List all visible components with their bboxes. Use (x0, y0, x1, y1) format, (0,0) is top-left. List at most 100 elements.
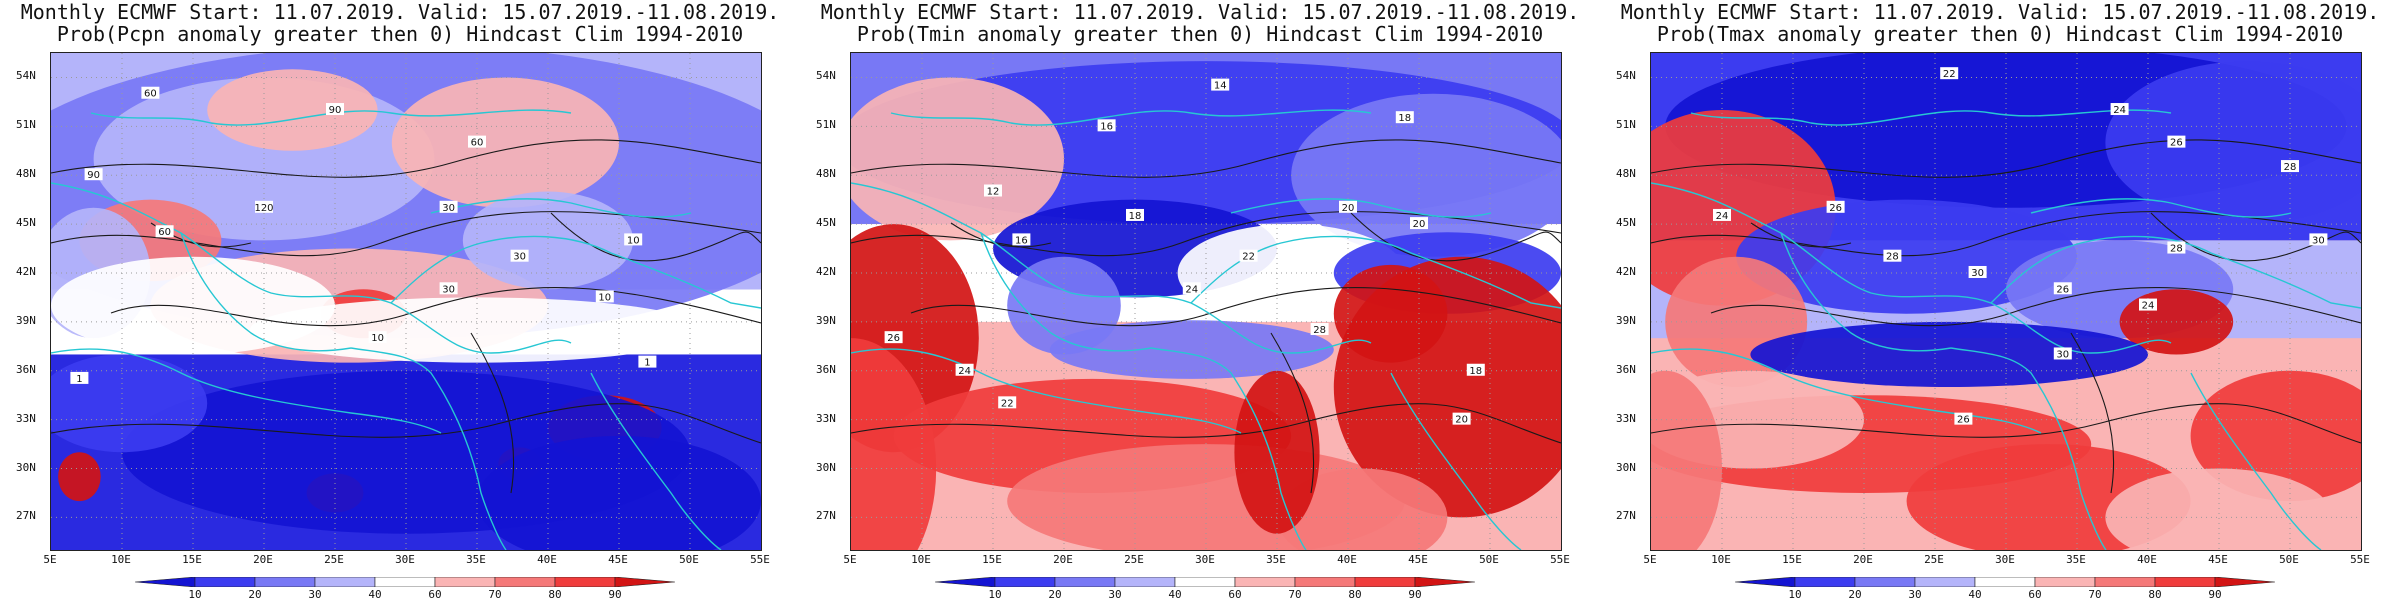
svg-text:16: 16 (1015, 235, 1028, 246)
svg-text:18: 18 (1469, 366, 1482, 377)
colorbar-segment (135, 577, 196, 587)
svg-text:30: 30 (513, 252, 526, 263)
svg-text:60: 60 (144, 89, 157, 100)
colorbar-label: 10 (988, 588, 1002, 601)
lat-label: 27N (16, 509, 36, 523)
svg-text:24: 24 (958, 366, 971, 377)
svg-text:60: 60 (158, 227, 171, 238)
svg-text:30: 30 (442, 284, 455, 295)
colorbar-segment (1974, 577, 2036, 587)
lat-label: 45N (16, 216, 36, 230)
contour-label: 120 (254, 200, 274, 214)
contour-label: 26 (2167, 135, 2186, 149)
lon-label: 10E (111, 553, 131, 566)
contour-label: 30 (439, 282, 458, 295)
svg-text:28: 28 (2284, 162, 2297, 173)
colorbar-label: 60 (2028, 588, 2042, 601)
colorbar-segment (994, 577, 1056, 587)
svg-text:10: 10 (627, 235, 640, 246)
contour-label: 18 (1126, 208, 1144, 222)
lon-label: 35E (1266, 553, 1286, 566)
panel-title-line2: Prob(Pcpn anomaly greater then 0) Hindca… (56, 22, 744, 46)
colorbar-segment (1854, 577, 1916, 587)
svg-text:24: 24 (1716, 211, 1729, 222)
lon-label: 5E (843, 553, 857, 566)
contour-label: 1 (638, 355, 657, 369)
lat-label: 33N (816, 411, 836, 425)
colorbar-label: 40 (1968, 588, 1982, 601)
contour-label: 26 (1954, 412, 1973, 426)
svg-text:24: 24 (1185, 284, 1198, 295)
lon-label: 55E (2350, 553, 2370, 566)
colorbar-segment (1294, 577, 1356, 587)
contour-label: 30 (2053, 347, 2072, 360)
lon-label: 25E (1924, 553, 1944, 566)
contour-label: 12 (984, 184, 1002, 198)
svg-text:26: 26 (1957, 415, 1970, 426)
lon-label: 10E (1711, 553, 1731, 566)
lat-label: 30N (1616, 460, 1636, 474)
lat-label: 48N (16, 167, 36, 181)
lat-label: 51N (1616, 118, 1636, 132)
contour-label: 22 (998, 396, 1017, 409)
svg-text:10: 10 (371, 333, 384, 344)
lon-label: 10E (911, 553, 931, 566)
lat-label: 51N (816, 118, 836, 132)
colorbar-label: 40 (1168, 588, 1182, 601)
colorbar-segment (2214, 577, 2275, 587)
colorbar-segment (1735, 577, 1796, 587)
svg-text:30: 30 (1971, 268, 1984, 279)
colorbar-segment (614, 577, 675, 587)
lon-label: 55E (750, 553, 770, 566)
colorbar-label: 30 (1108, 588, 1122, 601)
colorbar-label: 40 (368, 588, 382, 601)
colorbar-label: 20 (1848, 588, 1862, 601)
probability-map: 60 90 60 90 120 60 30 10 30 10 10 30 1 1 (50, 52, 762, 551)
svg-text:22: 22 (1943, 69, 1956, 80)
svg-text:120: 120 (254, 203, 273, 214)
colorbar-label: 70 (488, 588, 502, 601)
svg-text:30: 30 (2056, 349, 2069, 360)
panel-title-line2: Prob(Tmin anomaly greater then 0) Hindca… (856, 22, 1544, 46)
lat-label: 39N (16, 313, 36, 327)
contour-label: 26 (2053, 282, 2072, 295)
contour-label: 24 (1182, 282, 1201, 295)
contour-label: 1 (70, 371, 89, 385)
contour-label: 60 (141, 86, 160, 100)
svg-text:28: 28 (1313, 325, 1326, 336)
contour-label: 24 (2139, 298, 2157, 312)
lat-label: 27N (816, 509, 836, 523)
lat-label: 54N (16, 69, 36, 83)
panel-tmax: Monthly ECMWF Start: 11.07.2019. Valid: … (1600, 0, 2400, 601)
lon-label: 20E (1053, 553, 1073, 566)
lon-label: 45E (1408, 553, 1428, 566)
contour-label: 10 (624, 233, 643, 246)
lon-label: 15E (982, 553, 1002, 566)
svg-text:26: 26 (887, 333, 900, 344)
svg-text:22: 22 (1242, 252, 1255, 263)
contour-label: 16 (1012, 233, 1031, 246)
colorbar-segment (1054, 577, 1116, 587)
svg-text:20: 20 (1455, 415, 1468, 426)
contour-label: 20 (1452, 412, 1471, 426)
colorbar-label: 20 (248, 588, 262, 601)
colorbar-label: 10 (1788, 588, 1802, 601)
colorbar-segment (1914, 577, 1976, 587)
colorbar-segment (1234, 577, 1296, 587)
colorbar-label: 60 (428, 588, 442, 601)
colorbar-label: 90 (608, 588, 622, 601)
colorbar-segment (935, 577, 996, 587)
lon-label: 15E (1782, 553, 1802, 566)
contour-label: 10 (595, 290, 614, 303)
svg-text:20: 20 (1413, 219, 1426, 230)
svg-text:60: 60 (471, 138, 484, 149)
colorbar-label: 80 (548, 588, 562, 601)
svg-text:18: 18 (1398, 113, 1411, 124)
lat-label: 27N (1616, 509, 1636, 523)
colorbar-label: 10 (188, 588, 202, 601)
contour-label: 14 (1211, 78, 1230, 92)
contour-label: 18 (1395, 111, 1414, 124)
colorbar-segment (2034, 577, 2096, 587)
colorbar-segment (374, 577, 436, 587)
contour-label: 90 (326, 103, 344, 116)
